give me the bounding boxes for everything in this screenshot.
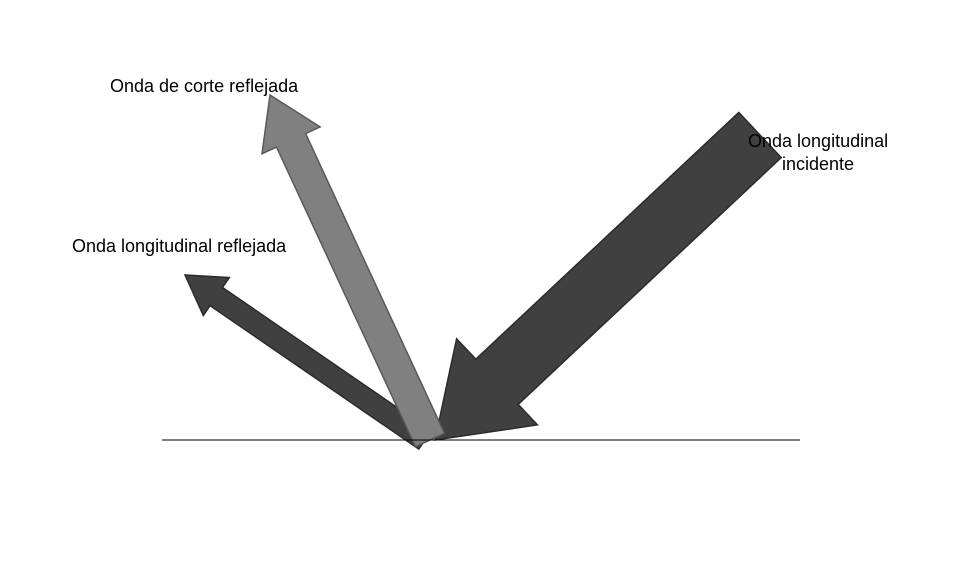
label-reflected-longitudinal: Onda longitudinal reflejada xyxy=(72,235,286,258)
label-reflected-shear: Onda de corte reflejada xyxy=(110,75,298,98)
arrow-incident xyxy=(435,112,781,440)
arrows-group xyxy=(185,95,781,449)
diagram-container: Onda de corte reflejada Onda longitudina… xyxy=(0,0,960,567)
label-incident-longitudinal: Onda longitudinal incidente xyxy=(748,130,888,175)
